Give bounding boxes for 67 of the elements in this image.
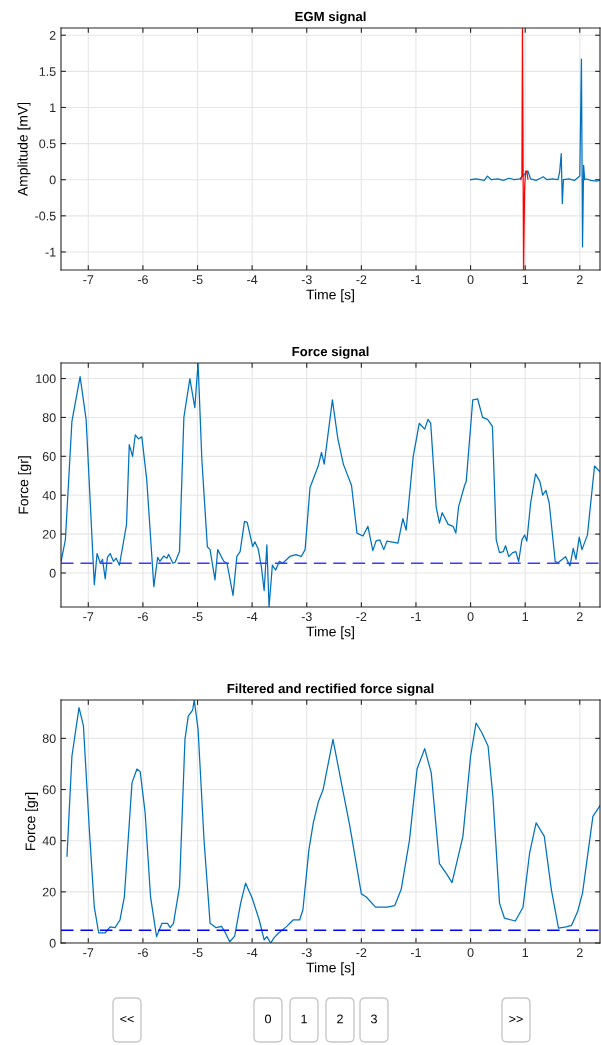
x-tick-label: -2	[356, 612, 367, 621]
x-tick-label: -7	[83, 612, 94, 621]
x-tick-label: -1	[410, 612, 421, 621]
y-tick-label: -1	[45, 247, 56, 257]
y-tick-label: 0.5	[39, 139, 56, 149]
y-tick-label: 0	[49, 568, 56, 578]
y-tick-label: 20	[42, 529, 56, 539]
x-tick-label: 1	[522, 275, 529, 284]
y-tick-label: 0	[49, 175, 56, 185]
x-tick-label: 1	[522, 612, 529, 621]
x-tick-label: 2	[576, 275, 583, 284]
text: 3	[371, 1014, 377, 1024]
x-tick-label: -1	[410, 948, 421, 957]
y-tick-label: 0	[49, 938, 56, 948]
y-axis-title: Force [gr]	[25, 792, 39, 851]
x-tick-label: -6	[137, 275, 148, 285]
y-axis-title: Amplitude [mV]	[17, 102, 31, 197]
line-series	[520, 28, 529, 270]
x-tick-label: 1	[522, 948, 529, 957]
x-tick-label: -4	[247, 275, 258, 284]
x-axis-title: Time [s]	[306, 626, 354, 640]
x-tick-label: 0	[467, 612, 474, 622]
x-tick-label: -2	[356, 275, 367, 284]
x-tick-label: -4	[247, 948, 258, 957]
y-tick-label: 1	[50, 103, 56, 112]
x-axis-title: Time [s]	[306, 962, 354, 976]
text: 0	[265, 1014, 271, 1024]
y-tick-label: 20	[42, 887, 56, 897]
x-tick-label: -3	[301, 948, 312, 958]
x-tick-label: -3	[301, 612, 312, 622]
x-tick-label: 2	[576, 948, 583, 957]
y-tick-label: 1.5	[39, 67, 56, 76]
text: 1	[301, 1014, 307, 1024]
x-axis-title: Time [s]	[306, 289, 354, 303]
x-tick-label: 0	[467, 948, 474, 958]
x-tick-label: -5	[192, 275, 203, 285]
x-tick-label: -6	[137, 948, 148, 958]
y-tick-label: 60	[42, 452, 56, 461]
y-tick-label: -0.5	[35, 211, 56, 221]
line-series	[66, 700, 600, 943]
text: 2	[337, 1014, 343, 1024]
text: <<	[120, 1015, 134, 1023]
y-tick-label: 80	[42, 734, 56, 744]
chart-title: Filtered and rectified force signal	[227, 683, 434, 696]
x-tick-label: -1	[410, 275, 421, 284]
chart-title: EGM signal	[295, 11, 366, 24]
y-tick-label: 40	[42, 836, 56, 846]
text: >>	[509, 1015, 523, 1023]
chart-title: Force signal	[292, 346, 369, 359]
x-tick-label: -4	[247, 612, 258, 621]
y-tick-label: 80	[42, 413, 56, 423]
x-tick-label: -5	[192, 612, 203, 622]
line-series	[469, 58, 600, 248]
y-tick-label: 100	[36, 374, 56, 384]
y-tick-label: 60	[42, 785, 56, 795]
x-tick-label: -3	[301, 275, 312, 285]
x-tick-label: 2	[576, 612, 583, 621]
y-axis-title: Force [gr]	[18, 456, 32, 514]
x-tick-label: -2	[356, 948, 367, 957]
line-series	[61, 363, 600, 607]
x-tick-label: -7	[83, 275, 94, 284]
y-tick-label: 40	[42, 491, 56, 500]
y-tick-label: 2	[49, 31, 56, 40]
x-tick-label: -5	[192, 948, 203, 958]
x-tick-label: -6	[137, 612, 148, 622]
x-tick-label: -7	[83, 948, 94, 957]
x-tick-label: 0	[467, 275, 474, 285]
